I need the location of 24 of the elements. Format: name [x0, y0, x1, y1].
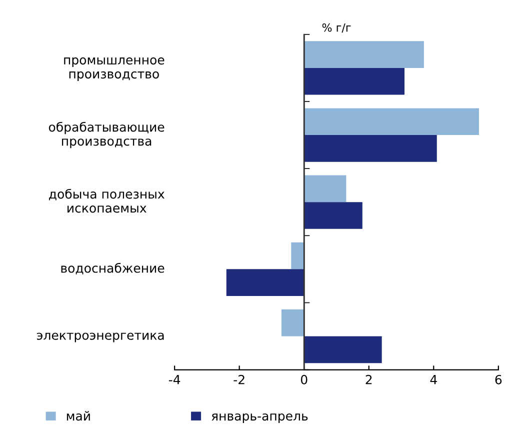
- y-tick-label: промышленное производство: [64, 57, 164, 81]
- legend-label: май: [66, 411, 90, 421]
- bar: [304, 336, 382, 364]
- y-tick-label: водоснабжение: [61, 262, 164, 274]
- bar: [304, 202, 362, 229]
- bar: [304, 135, 437, 162]
- bar: [304, 41, 424, 68]
- chart-title: % г/г: [322, 23, 351, 33]
- y-tick-label: электроэнергетика: [37, 332, 164, 342]
- x-tick-label: 4: [430, 375, 437, 384]
- x-tick-label: 6: [495, 374, 502, 384]
- bar: [281, 309, 304, 336]
- x-tick-label: 2: [366, 374, 372, 384]
- legend-label: январь-апрель: [212, 413, 308, 424]
- x-tick-label: -4: [168, 375, 180, 384]
- bar: [226, 269, 304, 296]
- bar: [304, 108, 479, 136]
- bar: [304, 175, 346, 202]
- bar: [304, 68, 404, 95]
- y-tick-label: добыча полезных ископаемых: [49, 188, 164, 213]
- x-tick-label: 0: [300, 374, 308, 384]
- x-tick-label: -2: [234, 374, 244, 384]
- bar: [291, 242, 304, 270]
- y-tick-label: обрабатывающие производства: [48, 122, 164, 148]
